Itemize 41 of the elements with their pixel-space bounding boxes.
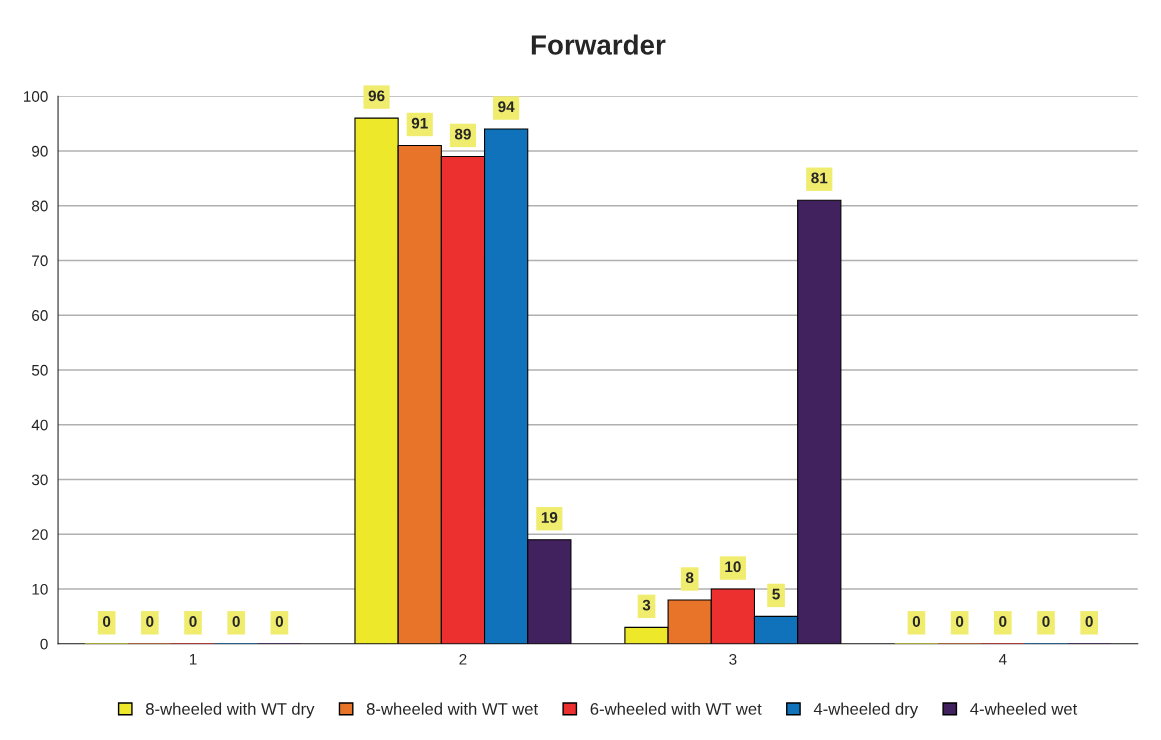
y-tick-label: 50 <box>31 364 48 376</box>
data-label: 19 <box>541 512 558 523</box>
legend-label: 4-wheeled dry <box>813 702 919 719</box>
data-label: 0 <box>912 616 921 627</box>
y-tick-label: 80 <box>32 200 48 212</box>
y-tick-label: 90 <box>32 145 48 157</box>
y-tick-label: 20 <box>32 529 48 540</box>
data-label: 0 <box>999 616 1007 627</box>
legend-label: 8-wheeled with WT dry <box>145 702 315 719</box>
y-tick-label: 60 <box>32 310 48 321</box>
legend-label: 8-wheeled with WT wet <box>366 702 538 715</box>
x-tick-label: 1 <box>189 654 197 665</box>
data-label: 94 <box>498 101 515 113</box>
data-label: 96 <box>368 90 385 102</box>
y-tick-label: 30 <box>31 474 48 486</box>
data-label: 8 <box>685 572 694 584</box>
data-label: 0 <box>1042 616 1050 627</box>
y-tick-label: 100 <box>24 91 48 102</box>
data-label: 0 <box>232 616 240 627</box>
data-label: 5 <box>772 588 780 600</box>
data-label: 0 <box>1085 616 1093 627</box>
data-label: 10 <box>725 561 741 573</box>
chart-title: Forwarder <box>531 34 666 55</box>
x-tick-label: 4 <box>998 654 1007 665</box>
data-label: 3 <box>642 599 651 611</box>
x-tick-label: 2 <box>459 653 467 665</box>
data-label: 0 <box>102 616 111 627</box>
y-tick-label: 70 <box>32 255 48 267</box>
data-label: 91 <box>411 117 428 129</box>
data-label: 81 <box>811 172 828 184</box>
data-label: 0 <box>146 616 154 627</box>
y-tick-label: 40 <box>31 419 48 431</box>
data-label: 0 <box>955 616 964 627</box>
data-label: 0 <box>189 616 197 627</box>
legend-label: 6-wheeled with WT wet <box>590 702 762 715</box>
legend-label: 4-wheeled wet <box>970 702 1078 715</box>
data-label: 0 <box>275 616 284 627</box>
y-tick-label: 0 <box>40 638 48 650</box>
data-label: 89 <box>454 128 471 140</box>
y-tick-label: 10 <box>32 583 48 595</box>
x-tick-label: 3 <box>729 653 737 665</box>
